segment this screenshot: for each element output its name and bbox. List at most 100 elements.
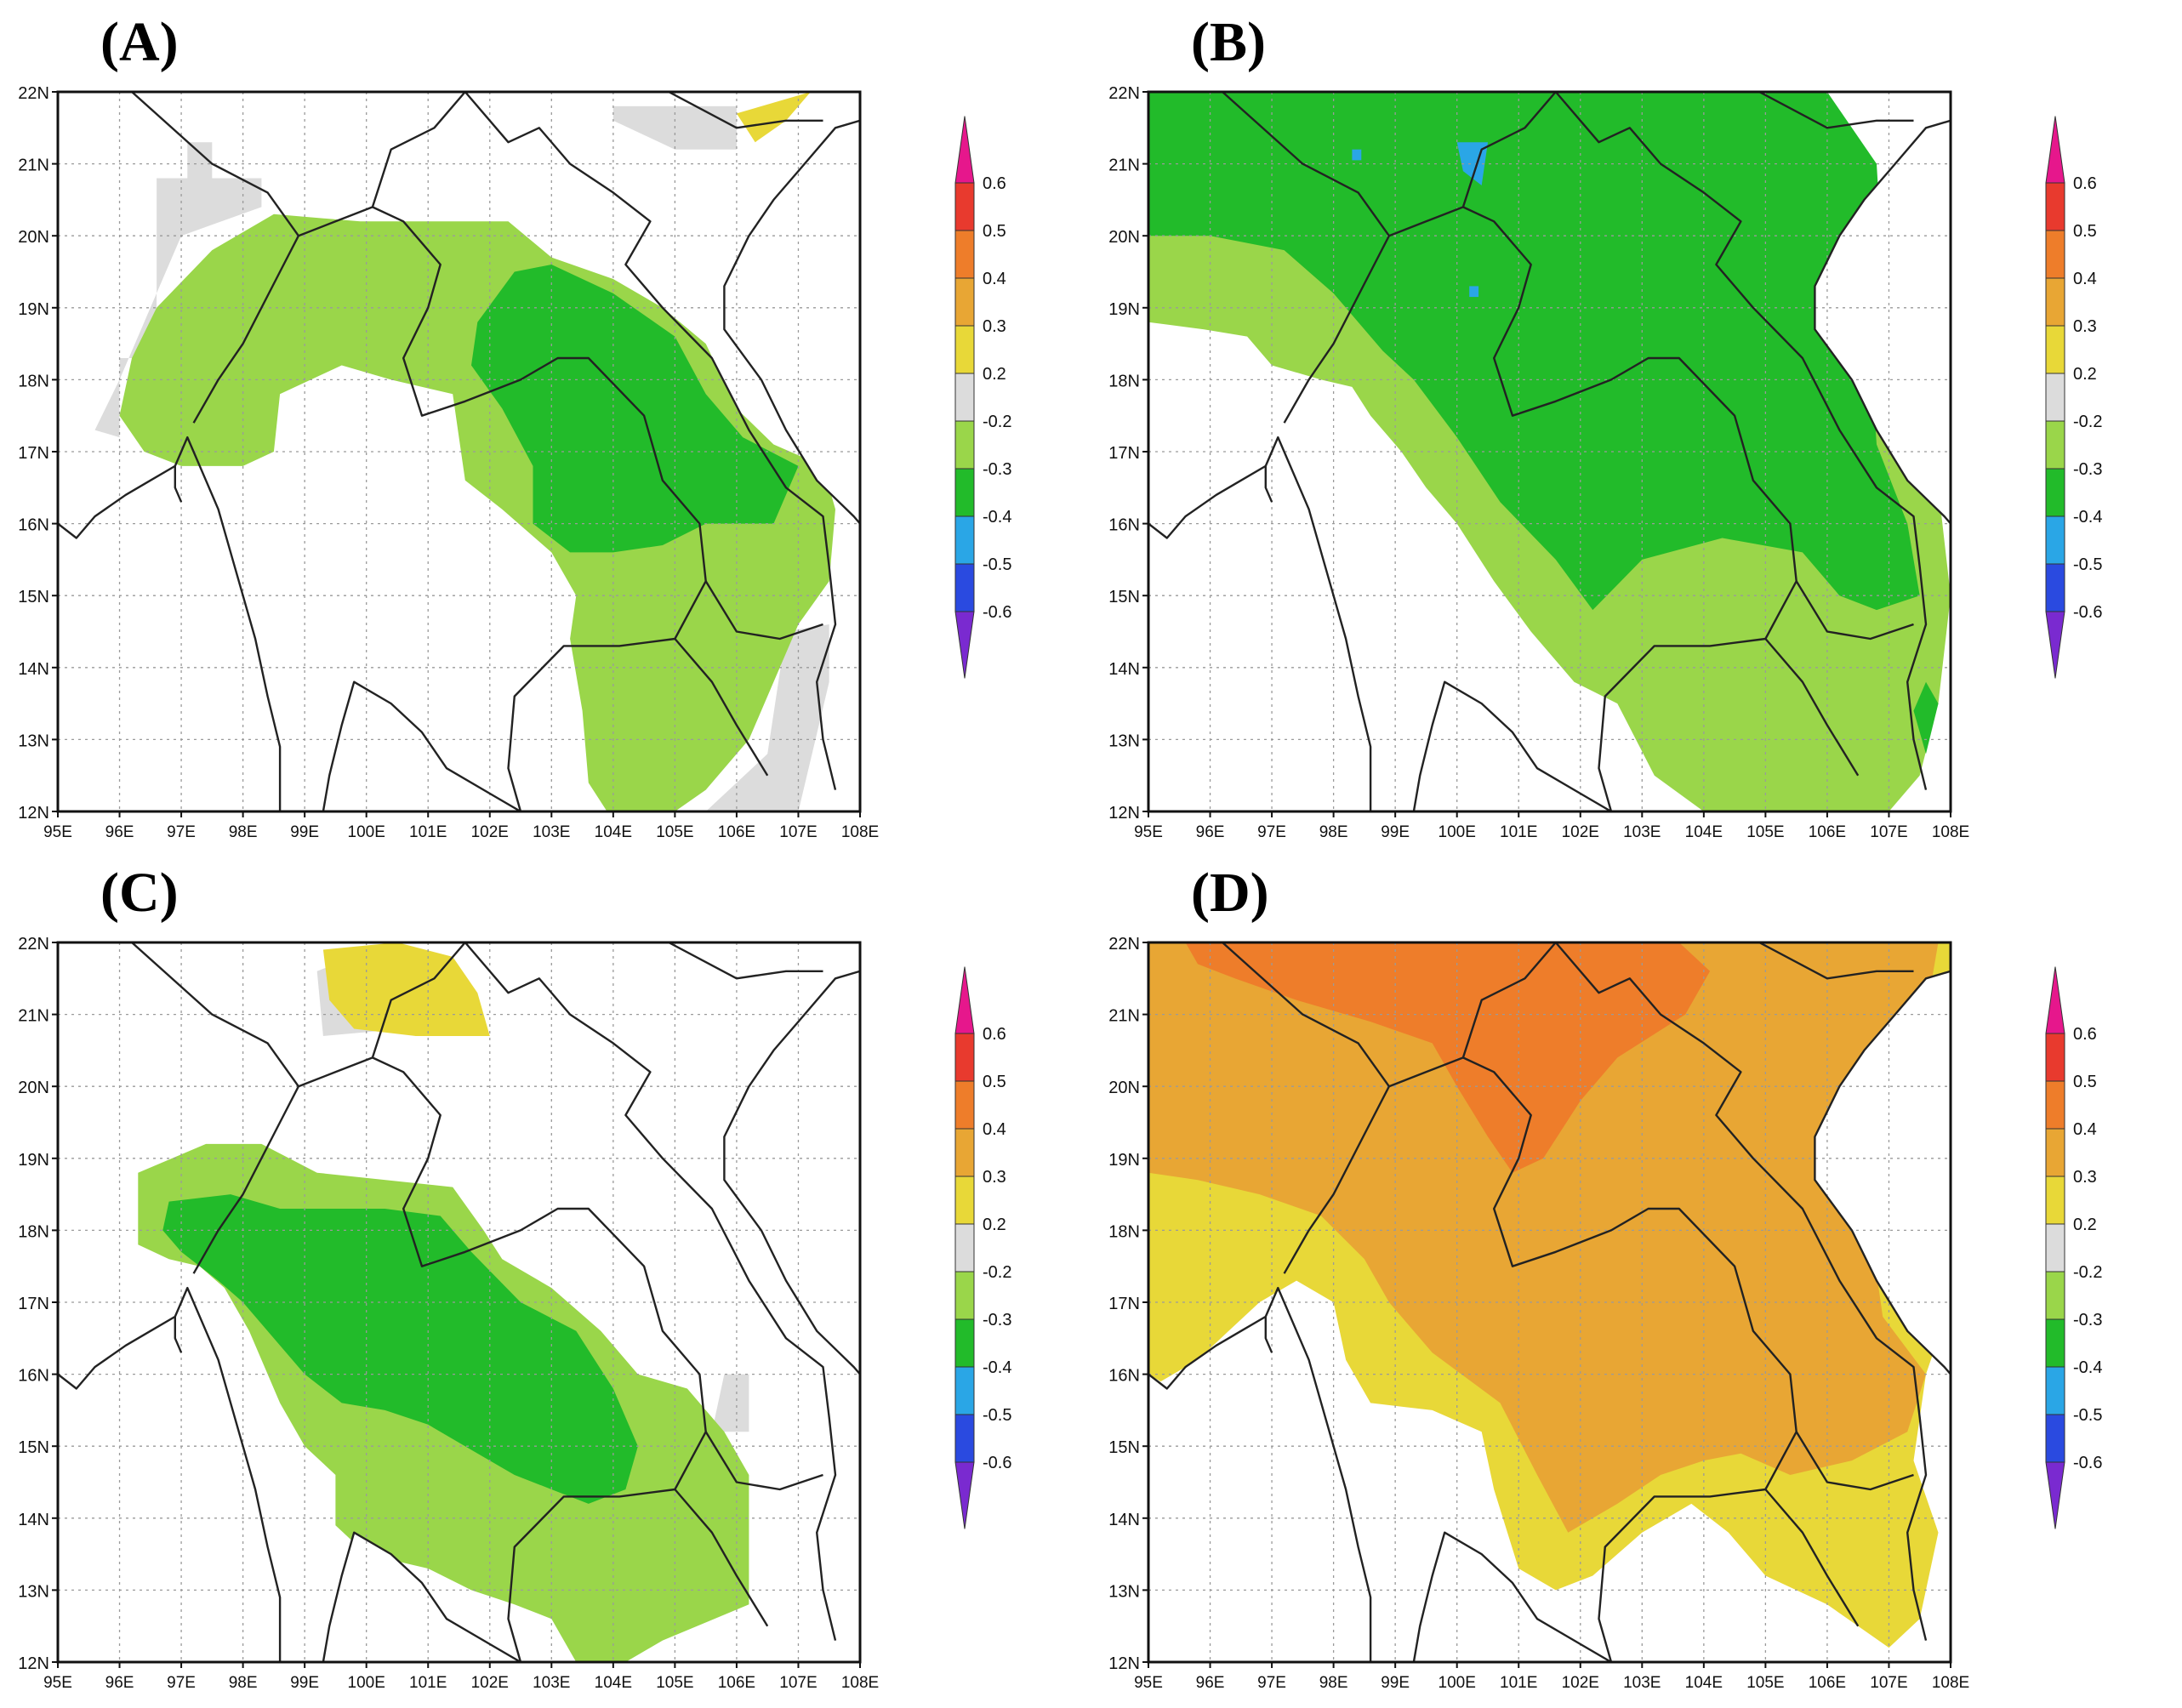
map-area [1148,92,1951,811]
panel-label: (C) [100,862,179,924]
shaded-region [1185,942,1711,1173]
lon-label: 97E [1257,1674,1286,1692]
colorbar-label: 0.2 [2073,365,2097,384]
colorbar-label: 0.6 [983,1025,1006,1044]
lon-label: 95E [43,1674,72,1692]
colorbar-bin [954,1223,975,1272]
lat-label: 21N [1108,1007,1140,1026]
border-line [58,436,282,811]
lat-label: 20N [18,1079,49,1097]
sea-area [322,681,521,811]
panel-label: (A) [100,11,179,73]
colorbar-bin [2045,325,2065,374]
colorbar-bin [2045,230,2065,279]
lat-label: 14N [1108,1511,1140,1529]
colorbar-label: -0.2 [983,1263,1011,1282]
colorbar-bin [954,1176,975,1225]
lat-label: 17N [1108,444,1140,463]
border-line [322,1531,521,1662]
lat-label: 12N [18,1654,49,1673]
lon-label: 104E [595,1674,632,1692]
colorbar-label: -0.6 [2073,603,2102,622]
colorbar-label: -0.4 [2073,508,2102,527]
border-line [674,638,769,777]
lat-label: 21N [18,157,49,175]
colorbar-label: 0.5 [983,222,1006,241]
colorbar-bottom-arrow [2045,611,2065,679]
border-line [1264,465,1273,503]
sea-area [1815,971,1951,1375]
colorbar-label: -0.3 [983,460,1011,479]
lon-label: 108E [841,823,879,841]
lon-label: 96E [105,823,134,841]
border-line [322,680,521,811]
colorbar-bin [2045,515,2065,565]
lat-label: 18N [18,1222,49,1241]
border-line [1222,942,1390,1087]
lat-label: 19N [1108,300,1140,319]
shaded-region [1469,286,1479,298]
map-panel: (D) 22N 21N 20N 19N 18N 17N 16N 15N 14N 13N 12N 95E 9… [1091,851,2182,1708]
lat-label: 13N [1108,1582,1140,1601]
colorbar-bin [954,373,975,422]
colorbar-label: 0.3 [983,317,1006,336]
lon-label: 95E [43,823,72,841]
shaded-region [162,1194,638,1504]
border-line [723,119,860,525]
border-line [704,1431,823,1491]
colorbar-top-arrow [2045,966,2065,1034]
border-line [1264,1316,1273,1353]
border-line [704,580,823,640]
colorbar: 0.6 0.5 0.4 0.3 0.2 -0.2 -0.3 -0.4 -0.5 -0.6 [954,966,1011,1529]
lon-label: 105E [656,1674,693,1692]
sea-area [1148,465,1371,811]
colorbar-bin [2045,1223,2065,1272]
colorbar-bin [2045,1271,2065,1320]
lon-label: 98E [229,823,258,841]
lat-label: 16N [1108,1367,1140,1386]
lon-label: 104E [1685,1674,1723,1692]
lat-label: 16N [18,1367,49,1386]
colorbar-bottom-arrow [2045,1461,2065,1529]
colorbar-label: -0.5 [983,555,1011,574]
colorbar-label: 0.4 [983,270,1006,288]
colorbar-bin [954,277,975,327]
colorbar-bin [2045,1176,2065,1225]
border-line [1461,942,1557,1058]
lat-label: 13N [1108,732,1140,750]
lat-label: 19N [1108,1151,1140,1170]
border-line [674,1489,769,1627]
lat-label: 14N [18,660,49,679]
colorbar-bin [954,1128,975,1177]
colorbar-top-arrow [2045,116,2065,184]
lon-label: 101E [409,1674,447,1692]
lat-label: 18N [1108,1222,1140,1241]
lat-label: 17N [1108,1295,1140,1313]
map-panel: (C) 22N 21N 20N 19N 18N 17N 16N 15N 14N 13N 12N 95E 9… [0,851,1080,1708]
lon-label: 96E [1196,823,1225,841]
lon-label: 99E [1381,823,1410,841]
colorbar-bin [2045,1318,2065,1368]
lon-label: 108E [841,1674,879,1692]
lon-label: 97E [167,1674,196,1692]
colorbar-bin [954,1414,975,1463]
colorbar-label: 0.2 [983,1216,1006,1234]
lat-label: 14N [1108,660,1140,679]
shaded-region [1148,92,1920,611]
lat-label: 15N [18,1438,49,1457]
lon-label: 102E [1562,823,1599,841]
lat-label: 22N [1108,935,1140,954]
lat-label: 21N [1108,157,1140,175]
shaded-region [1913,681,1939,754]
sea-area [1413,1532,1611,1662]
lon-label: 104E [595,823,632,841]
colorbar-label: -0.4 [2073,1358,2102,1377]
lon-label: 96E [105,1674,134,1692]
colorbar-bin [954,563,975,612]
lat-label: 22N [18,935,49,954]
lat-label: 22N [1108,84,1140,103]
lon-label: 98E [1319,823,1348,841]
lon-label: 107E [779,1674,817,1692]
